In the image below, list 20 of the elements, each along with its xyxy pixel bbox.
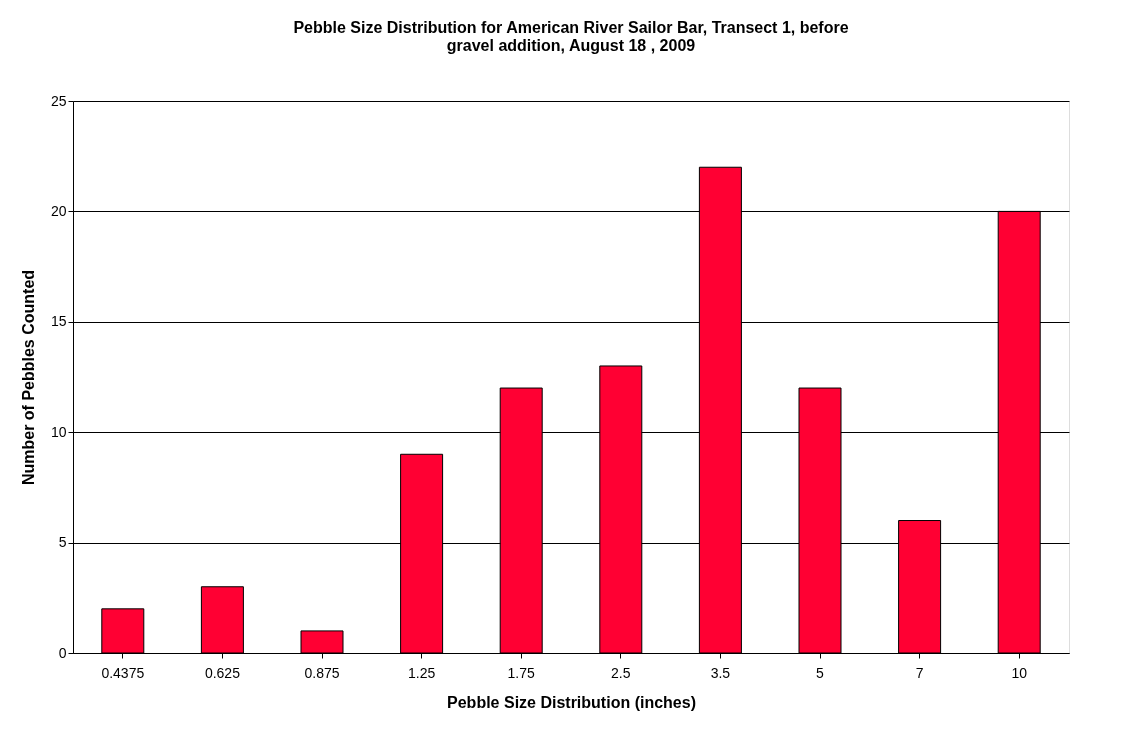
x-tick-label: 5 <box>816 664 825 681</box>
y-axis-title: Number of Pebbles Counted <box>19 269 37 486</box>
y-tick-label: 20 <box>50 202 67 219</box>
x-tick-label: 1.25 <box>407 664 436 681</box>
x-tick-label: 0.875 <box>304 664 340 681</box>
x-axis-title: Pebble Size Distribution (inches) <box>447 693 696 711</box>
x-tick-label: 10 <box>1011 664 1028 681</box>
x-tick-label: 7 <box>915 664 924 681</box>
y-tick-label: 25 <box>50 92 67 109</box>
x-tick-label: 2.5 <box>611 664 631 681</box>
x-tick-label: 1.75 <box>507 664 536 681</box>
x-tick-label: 3.5 <box>710 664 731 681</box>
y-tick-label: 10 <box>50 423 67 440</box>
y-tick-label: 5 <box>58 534 67 551</box>
text: gravel addition, August 18 , 2009 <box>446 37 696 54</box>
y-tick-label: 0 <box>58 644 67 661</box>
text: Pebble Size Distribution for American River Sailor Bar, Transect 1, before <box>293 19 849 36</box>
x-tick-label: 0.625 <box>204 664 241 681</box>
x-tick-label: 0.4375 <box>101 664 145 681</box>
y-tick-label: 15 <box>50 313 67 330</box>
